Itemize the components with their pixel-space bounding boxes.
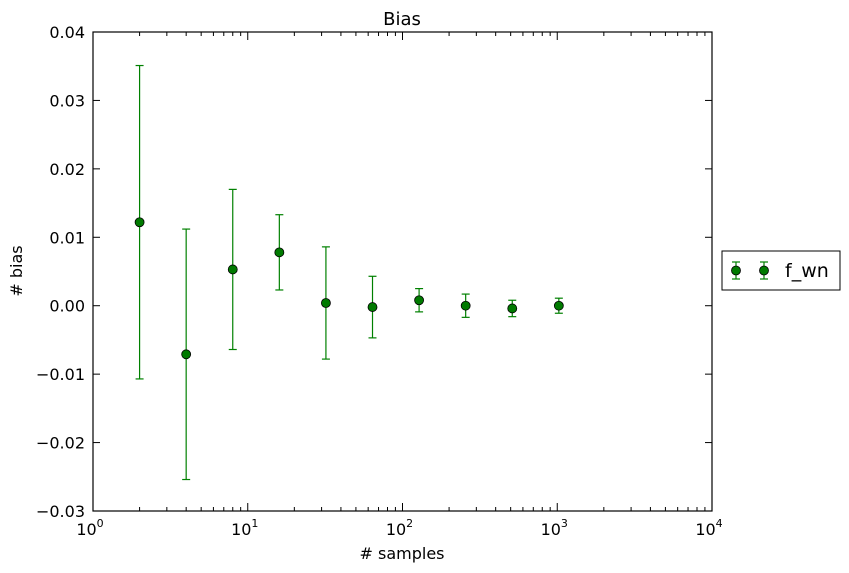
y-tick-label: −0.03 xyxy=(36,502,85,521)
data-point xyxy=(367,302,378,312)
ticks-layer: −0.03 −0.02 −0.01 0.00 0.01 0.02 0.03 0.04 100 10… xyxy=(36,23,723,539)
x-axis-label: # samples xyxy=(360,544,445,563)
x-tick-label: 101 xyxy=(231,517,258,539)
legend-label-f_wn: f_wn xyxy=(785,260,829,282)
y-tick-label: 0.04 xyxy=(49,23,85,42)
y-tick-label: −0.02 xyxy=(36,434,85,453)
y-tick-label: 0.00 xyxy=(49,297,85,316)
data-point xyxy=(181,349,192,360)
data-point xyxy=(553,300,564,311)
legend-frame xyxy=(721,250,841,291)
y-tick-label: 0.03 xyxy=(49,91,85,110)
y-axis-label: # bias xyxy=(7,245,26,296)
y-tick-label: 0.02 xyxy=(49,160,85,179)
data-point xyxy=(507,303,518,314)
y-tick-label: 0.01 xyxy=(49,228,85,247)
x-tick-label: 100 xyxy=(76,517,103,539)
marks-layer xyxy=(134,64,564,481)
legend-marker-0 xyxy=(731,265,741,276)
y-tick-label: −0.01 xyxy=(36,365,85,384)
x-tick-label: 102 xyxy=(386,517,413,539)
data-point xyxy=(460,300,471,311)
legend: f_wn xyxy=(721,250,841,291)
legend-marker-1 xyxy=(759,265,769,276)
data-point xyxy=(227,264,238,275)
x-tick-label: 103 xyxy=(541,517,568,539)
data-point xyxy=(134,217,145,228)
chart-title: Bias xyxy=(383,9,421,30)
legend-marker-group xyxy=(731,261,769,280)
x-tick-label: 104 xyxy=(695,517,722,539)
data-point xyxy=(274,247,285,258)
data-point xyxy=(414,295,424,306)
data-point xyxy=(321,298,331,308)
